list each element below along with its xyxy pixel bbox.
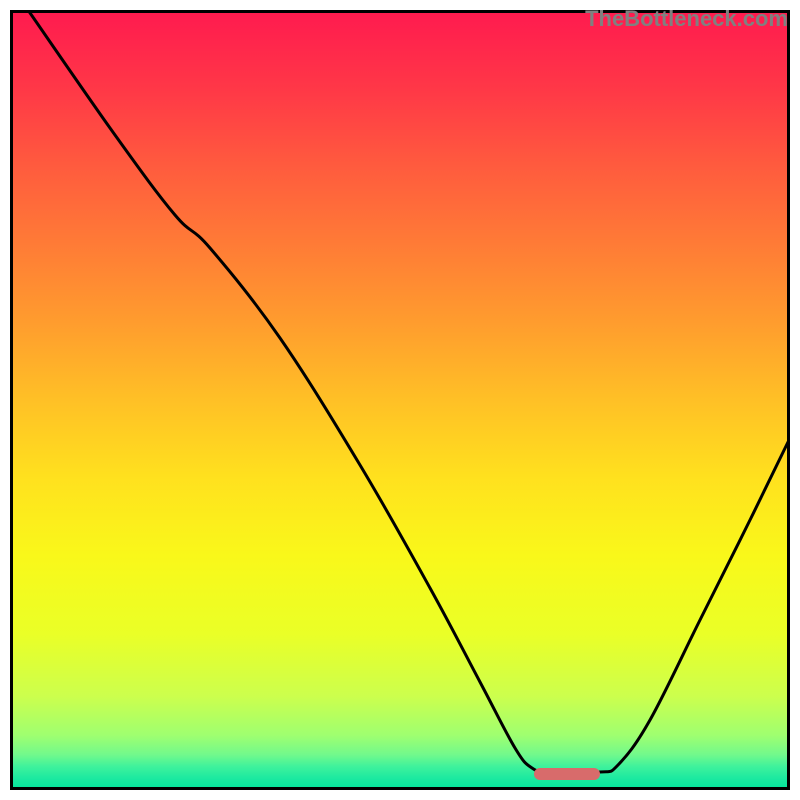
chart-container: TheBottleneck.com xyxy=(0,0,800,800)
plot-svg xyxy=(10,10,790,790)
target-marker xyxy=(534,768,600,780)
watermark-text: TheBottleneck.com xyxy=(585,6,788,32)
plot-area xyxy=(10,10,790,790)
